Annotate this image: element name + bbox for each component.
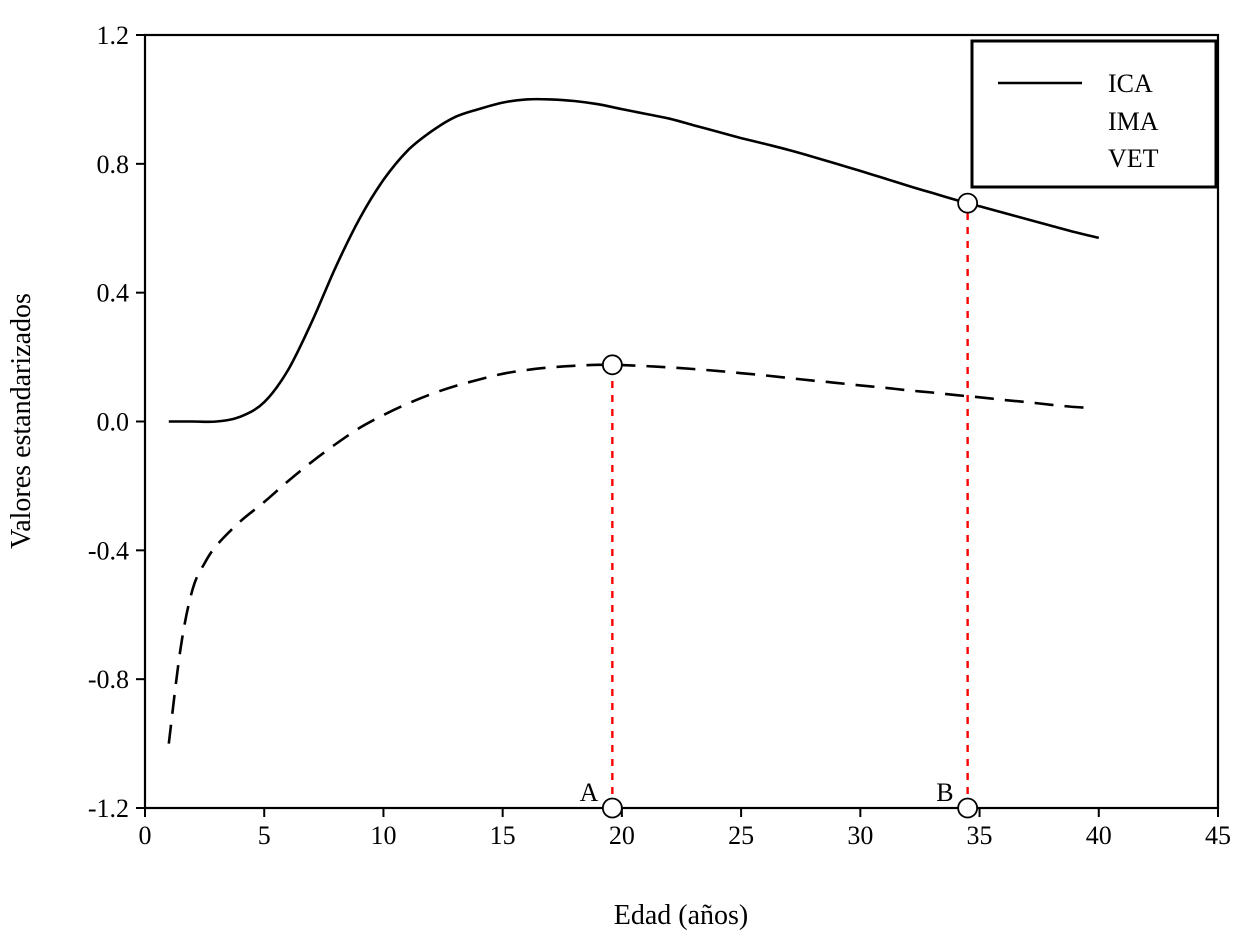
y-tick-label: -0.8 <box>88 665 129 694</box>
vline-label-A: A <box>580 778 599 807</box>
x-tick-label: 45 <box>1205 821 1231 850</box>
x-tick-label: 10 <box>370 821 396 850</box>
y-tick-label: -1.2 <box>88 794 129 823</box>
markers-layer <box>601 192 979 819</box>
y-tick-label: 1.2 <box>97 21 130 50</box>
marker-circle <box>957 192 979 214</box>
series-ICA <box>168 97 1100 424</box>
x-axis-label: Edad (años) <box>614 900 749 931</box>
x-tick-label: 20 <box>609 821 635 850</box>
x-tick-label: 15 <box>490 821 516 850</box>
legend-label-VET: VET <box>1108 144 1159 173</box>
x-tick-label: 30 <box>847 821 873 850</box>
legend: ICA IMA VET <box>970 39 1218 189</box>
x-tick-label: 35 <box>967 821 993 850</box>
legend-label-IMA: IMA <box>1108 107 1159 136</box>
x-tick-label: 5 <box>258 821 271 850</box>
legend-box <box>970 39 1218 189</box>
series-IMA <box>167 363 1092 744</box>
y-tick-label: 0.4 <box>97 279 130 308</box>
y-tick-label: -0.4 <box>88 536 129 565</box>
x-tick-label: 40 <box>1086 821 1112 850</box>
y-axis-label: Valores estandarizados <box>6 293 37 549</box>
legend-label-ICA: ICA <box>1108 69 1153 98</box>
x-tick-label: 0 <box>139 821 152 850</box>
x-tick-label: 25 <box>728 821 754 850</box>
series-layer <box>167 97 1100 744</box>
marker-circle <box>601 797 623 819</box>
y-tick-label: 0.8 <box>97 150 130 179</box>
vline-label-B: B <box>936 778 953 807</box>
marker-circle <box>957 797 979 819</box>
marker-circle <box>601 354 623 376</box>
axes-layer: 0 5 10 15 20 25 30 35 40 45 -1.2 -0.8 -0.4 0.0 0.4 0.8 1… <box>88 21 1231 850</box>
y-tick-label: 0.0 <box>97 408 130 437</box>
